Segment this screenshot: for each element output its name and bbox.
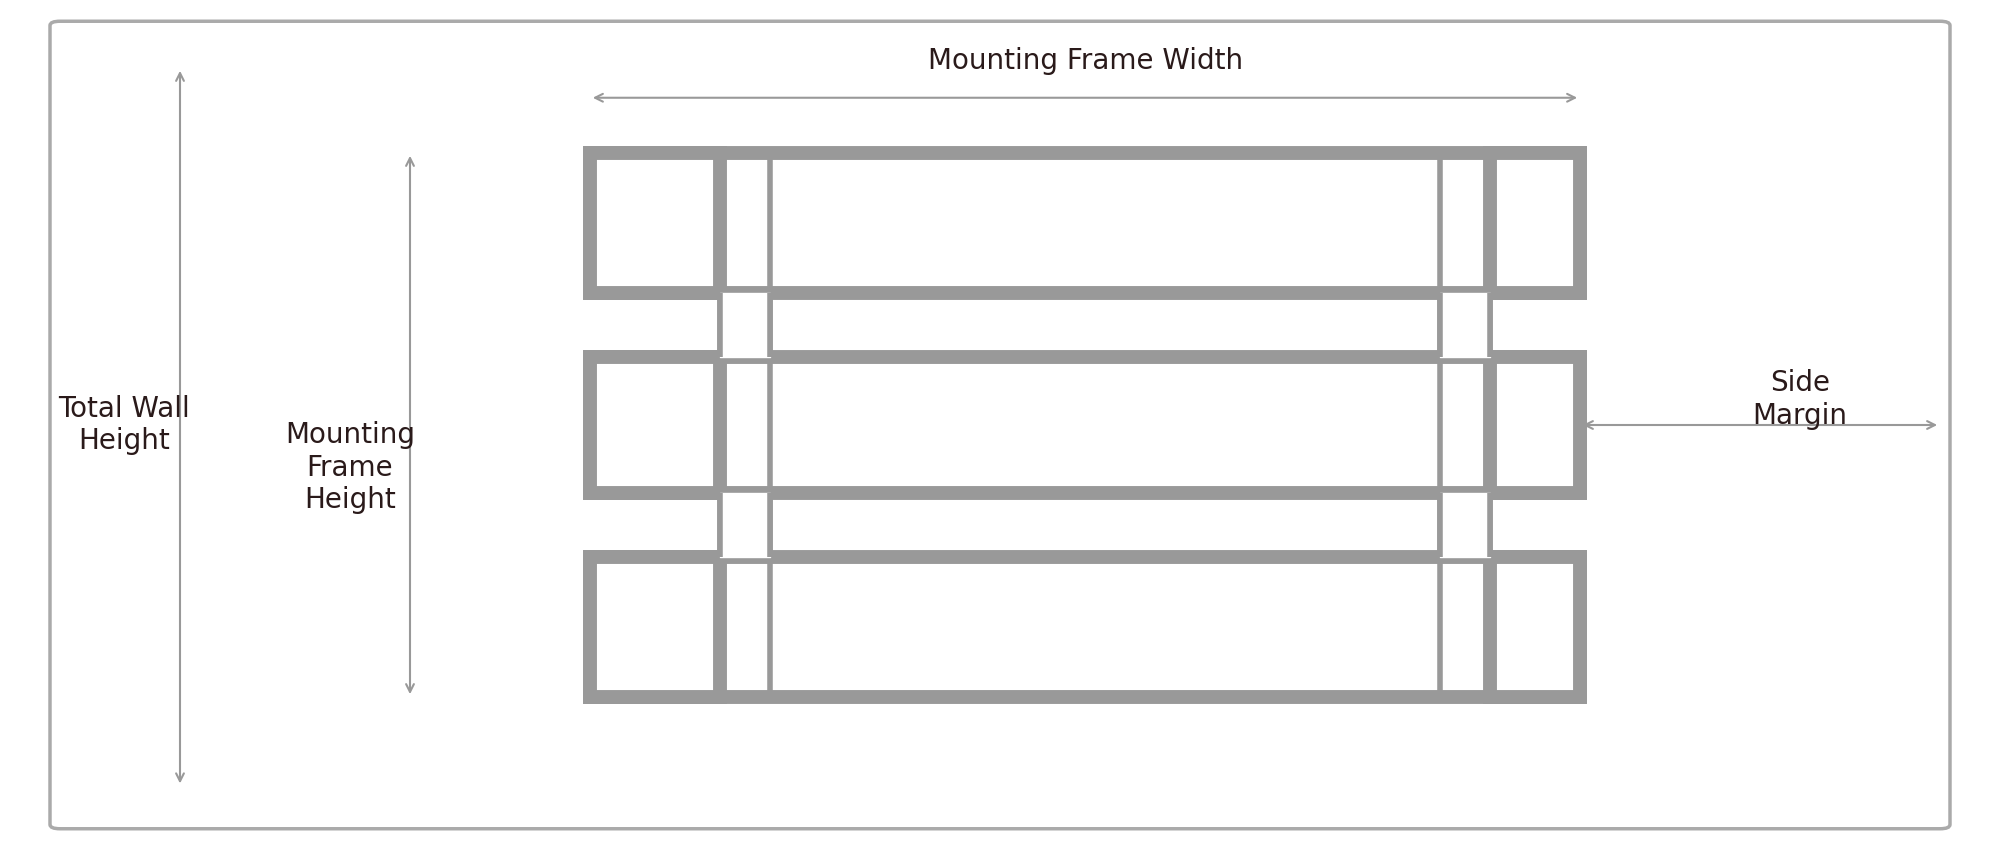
Text: Mounting
Frame
Height: Mounting Frame Height: [286, 421, 416, 514]
Bar: [590, 557, 1580, 697]
Bar: [1490, 357, 1580, 493]
Bar: [1490, 557, 1580, 697]
Bar: [590, 153, 1580, 293]
Bar: [590, 357, 720, 493]
Text: Mounting Frame Width: Mounting Frame Width: [928, 48, 1244, 75]
Text: Total Wall
Height: Total Wall Height: [58, 394, 190, 456]
Bar: [1490, 153, 1580, 293]
FancyBboxPatch shape: [50, 21, 1950, 829]
Text: Side
Margin: Side Margin: [1752, 369, 1848, 430]
Bar: [590, 357, 1580, 493]
Bar: [590, 557, 720, 697]
Bar: [590, 153, 720, 293]
